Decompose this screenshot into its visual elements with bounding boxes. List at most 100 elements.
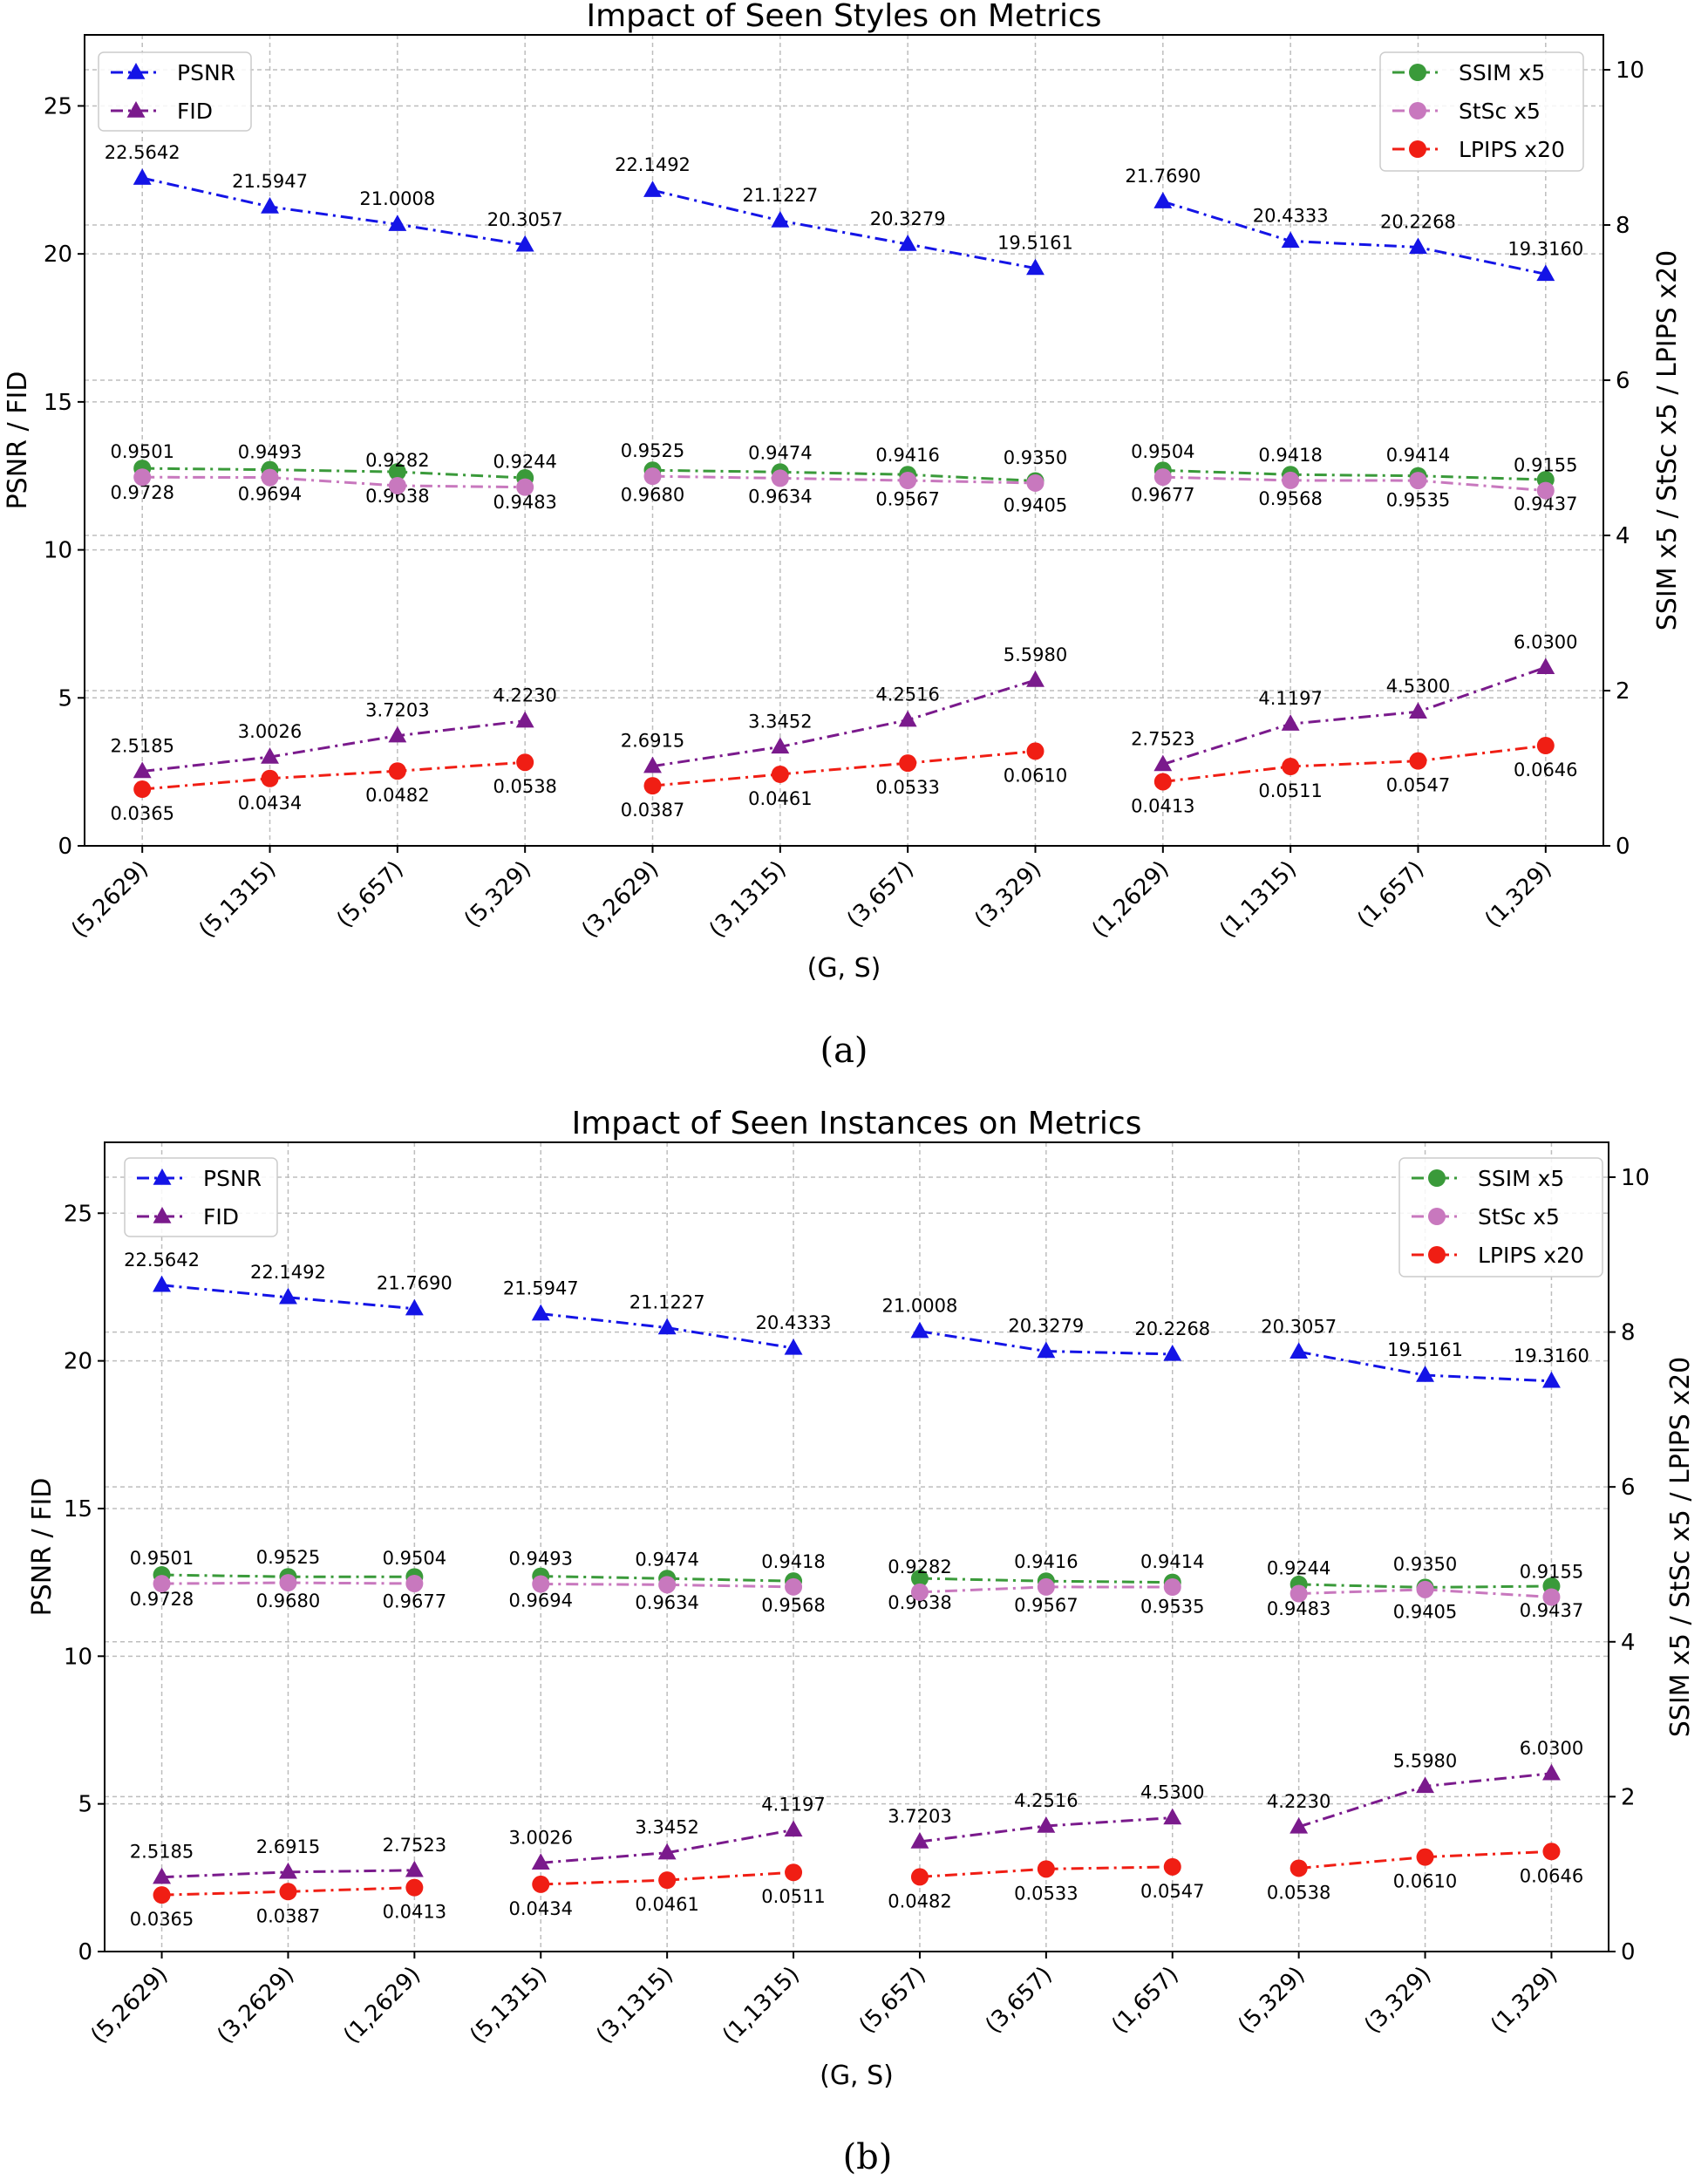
point-fid — [153, 1867, 171, 1884]
data-label-lpips-x20: 0.0646 — [1514, 760, 1577, 780]
chart-title: Impact of Seen Instances on Metrics — [572, 1106, 1142, 1141]
point-fid — [133, 761, 152, 779]
legend-label-psnr: PSNR — [177, 60, 235, 85]
data-label-psnr: 21.1227 — [629, 1292, 705, 1313]
x-tick-label: (3,1315) — [591, 1962, 678, 2049]
point-fid — [657, 1843, 677, 1860]
data-label-lpips-x20: 0.0413 — [383, 1902, 446, 1923]
y-right-tick-label: 0 — [1621, 1939, 1636, 1965]
data-label-fid: 2.6915 — [256, 1836, 320, 1857]
point-ssim-x5 — [910, 1570, 929, 1588]
point-lpips-x20 — [658, 1871, 677, 1890]
data-label-stsc-x5: 0.9155 — [1520, 1562, 1583, 1583]
point-lpips-x20 — [1282, 758, 1300, 776]
point-fid — [531, 1853, 550, 1870]
data-label-fid: 6.0300 — [1514, 631, 1577, 652]
data-label-fid: 2.5185 — [130, 1842, 194, 1863]
data-label-psnr: 20.3279 — [870, 208, 946, 229]
data-label-stsc-x5: 0.9525 — [621, 440, 684, 461]
legend: PSNR FID — [124, 1157, 278, 1237]
series-line-ssim-x5 — [919, 1577, 1173, 1584]
point-stsc-x5 — [1409, 472, 1427, 490]
point-psnr — [133, 168, 152, 185]
point-stsc-x5 — [153, 1575, 171, 1593]
y-axis-label: PSNR / FID — [3, 371, 33, 510]
series-line-fid — [1162, 665, 1547, 766]
point-lpips-x20 — [910, 1868, 929, 1886]
data-label-fid: 2.7523 — [383, 1835, 446, 1856]
point-psnr — [898, 235, 917, 251]
data-label-lpips-x20: 0.0482 — [888, 1890, 951, 1911]
data-label-psnr: 19.5161 — [997, 233, 1073, 254]
y-axis-right-label: SSIM x5 / StSc x5 / LPIPS x20 — [1665, 1357, 1696, 1738]
caption-b: (b) — [843, 2137, 893, 2177]
legend-label-ssim-x5: SSIM x5 — [1459, 60, 1545, 85]
x-tick-label: (1,329) — [1480, 856, 1557, 933]
series-line-psnr — [652, 188, 1036, 270]
y-right-tick-label: 6 — [1616, 368, 1630, 394]
x-tick-label: (5,1315) — [194, 856, 282, 944]
data-label-fid: 6.0300 — [1520, 1738, 1583, 1759]
point-fid — [784, 1820, 803, 1837]
point-stsc-x5 — [405, 1575, 424, 1593]
data-label-fid: 4.2230 — [493, 685, 556, 706]
point-lpips-x20 — [279, 1883, 297, 1901]
point-psnr — [784, 1338, 803, 1355]
series-line-stsc-x5 — [1162, 475, 1546, 493]
data-label-psnr: 21.0008 — [882, 1296, 958, 1317]
x-tick-label: (1,1315) — [1215, 856, 1302, 944]
data-label-ssim-x5: 0.9634 — [748, 486, 812, 507]
point-lpips-x20 — [405, 1878, 424, 1897]
data-label-fid: 4.2516 — [1014, 1790, 1078, 1811]
point-lpips-x20 — [1290, 1859, 1308, 1877]
data-label-psnr: 21.5947 — [232, 171, 308, 192]
data-label-fid: 3.0026 — [238, 721, 302, 742]
point-psnr — [153, 1275, 171, 1292]
series-line-lpips-x20 — [161, 1886, 415, 1897]
point-lpips-x20 — [1153, 773, 1172, 791]
data-label-ssim-x5: 0.9567 — [1014, 1595, 1078, 1616]
legend-label-psnr: PSNR — [203, 1166, 262, 1191]
point-lpips-x20 — [1026, 742, 1045, 760]
data-label-ssim-x5: 0.9535 — [1386, 490, 1450, 511]
y-right-tick-label: 2 — [1621, 1784, 1636, 1810]
legend-label-stsc-x5: StSc x5 — [1459, 99, 1541, 124]
point-psnr — [643, 181, 662, 197]
series-stsc-x5: 0.9501 0.9493 0.9282 0.9244 0.9525 0.9474 0.94… — [110, 440, 1578, 500]
point-psnr — [657, 1318, 677, 1335]
data-label-stsc-x5: 0.9418 — [761, 1551, 825, 1572]
series-line-stsc-x5 — [161, 1581, 415, 1585]
point-psnr — [405, 1298, 424, 1316]
point-lpips-x20 — [1409, 752, 1427, 770]
data-label-stsc-x5: 0.9501 — [130, 1548, 194, 1569]
data-label-fid: 2.7523 — [1131, 729, 1194, 750]
x-tick-label: (1,2629) — [338, 1962, 425, 2049]
data-label-ssim-x5: 0.9405 — [1004, 495, 1067, 516]
point-fid — [515, 711, 534, 728]
legend-label-lpips-x20: LPIPS x20 — [1459, 137, 1565, 162]
legend-box — [1398, 1157, 1603, 1277]
point-fid — [1536, 657, 1555, 675]
point-fid — [1026, 670, 1045, 687]
point-fid — [388, 726, 407, 743]
data-label-ssim-x5: 0.9405 — [1393, 1601, 1457, 1622]
point-lpips-x20 — [1037, 1860, 1055, 1878]
data-label-stsc-x5: 0.9416 — [875, 445, 939, 466]
series-line-ssim-x5 — [652, 468, 1036, 482]
y-tick-label: 20 — [44, 242, 72, 268]
series-psnr: 22.5642 22.1492 21.7690 21.5947 21.1227 20.43… — [124, 1250, 1589, 1388]
y-tick-label: 0 — [58, 834, 72, 860]
data-label-fid: 3.3452 — [748, 711, 812, 732]
x-tick-label: (5,329) — [1233, 1962, 1310, 2039]
x-tick-label: (1,657) — [1106, 1962, 1183, 2039]
point-fid — [1163, 1808, 1182, 1825]
point-fid — [261, 747, 279, 764]
data-label-stsc-x5: 0.9416 — [1014, 1551, 1078, 1572]
data-label-ssim-x5: 0.9567 — [875, 488, 939, 509]
chart-title: Impact of Seen Styles on Metrics — [586, 0, 1101, 34]
legend: SSIM x5 StSc x5 LPIPS x20 — [1379, 51, 1584, 172]
data-label-lpips-x20: 0.0461 — [635, 1894, 698, 1915]
point-fid — [898, 710, 917, 727]
data-label-stsc-x5: 0.9474 — [748, 442, 812, 463]
